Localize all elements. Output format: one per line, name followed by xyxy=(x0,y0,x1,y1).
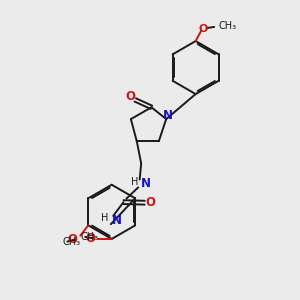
Text: O: O xyxy=(125,91,135,103)
Text: H: H xyxy=(101,213,109,223)
Text: H: H xyxy=(131,177,138,187)
Text: CH₃: CH₃ xyxy=(218,21,236,31)
Text: O: O xyxy=(145,196,155,209)
Text: N: N xyxy=(141,177,151,190)
Text: N: N xyxy=(112,214,122,227)
Text: N: N xyxy=(163,109,173,122)
Text: CH₃: CH₃ xyxy=(63,237,81,247)
Text: O: O xyxy=(85,232,95,245)
Text: O: O xyxy=(198,24,208,34)
Text: O: O xyxy=(68,233,77,246)
Text: CH₃: CH₃ xyxy=(80,232,98,242)
